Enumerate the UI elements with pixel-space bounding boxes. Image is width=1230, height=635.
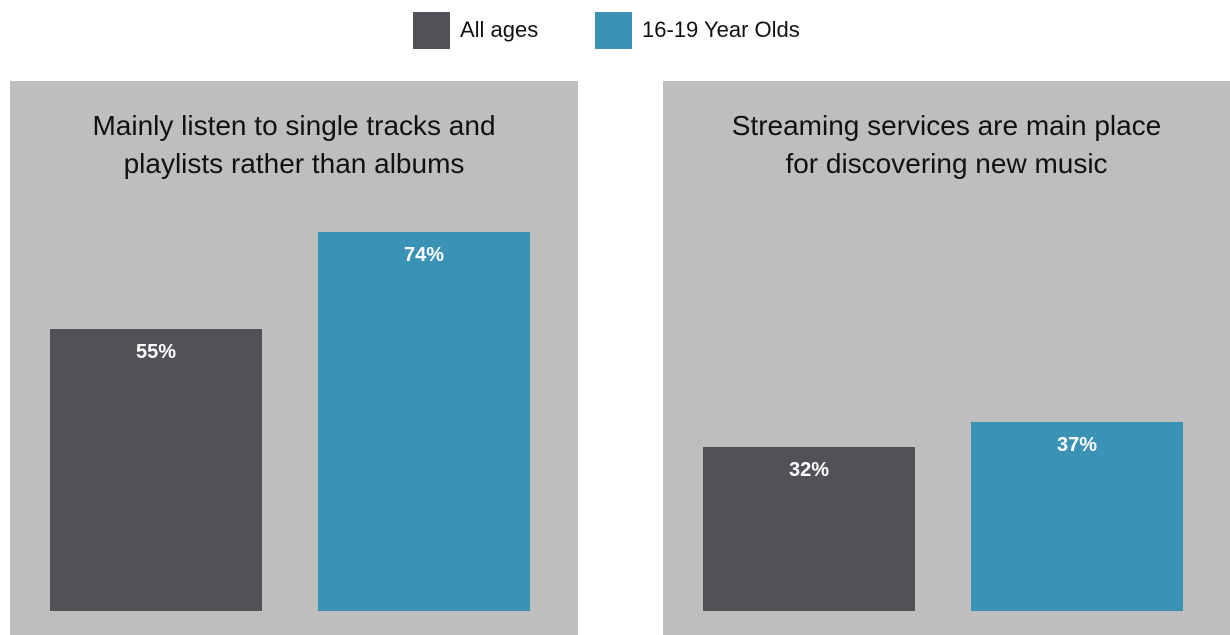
legend-swatch-all-ages: [413, 11, 450, 49]
chart-panel-streaming-discovery: Streaming services are main place for di…: [663, 81, 1230, 635]
bar-value-label: 55%: [135, 341, 177, 364]
bar-value-label: 37%: [1056, 433, 1098, 456]
chart-title: Mainly listen to single tracks and playl…: [92, 110, 496, 179]
legend-label-16-19: 16-19 Year Olds: [642, 17, 800, 42]
bar-all-ages: 32%: [703, 447, 915, 611]
bar-16-19-year-olds: 37%: [971, 421, 1183, 611]
bar-value-label: 74%: [403, 244, 445, 267]
bar-all-ages: 55%: [50, 329, 262, 611]
legend-item-all-ages: All ages: [413, 10, 538, 50]
legend-label-all-ages: All ages: [460, 17, 539, 42]
chart-panel-single-tracks: Mainly listen to single tracks and playl…: [10, 81, 578, 635]
chart-legend: All ages 16-19 Year Olds: [0, 10, 1230, 50]
bar-16-19-year-olds: 74%: [318, 232, 530, 611]
chart-title: Streaming services are main place for di…: [731, 110, 1162, 179]
legend-item-16-19: 16-19 Year Olds: [595, 10, 800, 50]
legend-swatch-16-19: [595, 11, 632, 49]
bar-value-label: 32%: [788, 459, 830, 482]
